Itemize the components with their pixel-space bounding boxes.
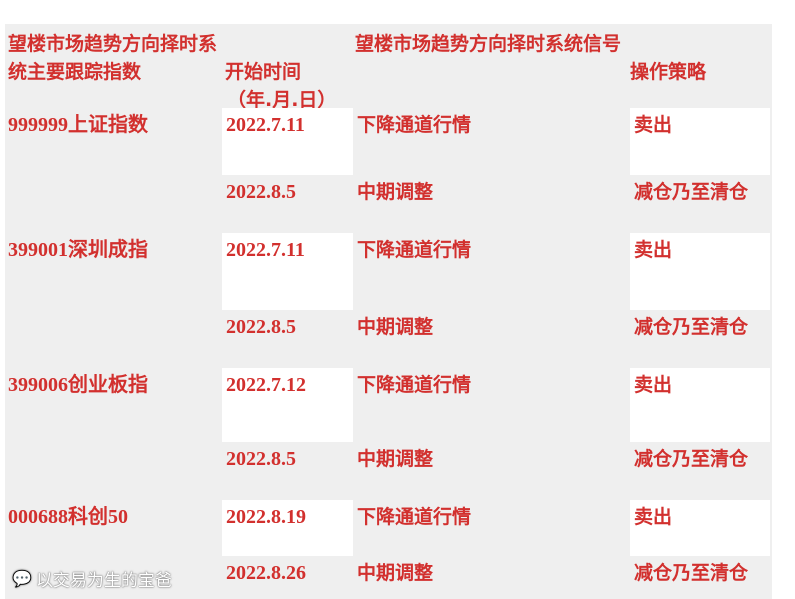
- date-cell: 2022.8.5: [226, 181, 296, 203]
- index-name: 399001深圳成指: [8, 239, 148, 261]
- date-cell: 2022.7.11: [222, 108, 353, 175]
- date-cell: 2022.7.11: [222, 233, 353, 310]
- header-signal: 望楼市场趋势方向择时系统信号: [355, 33, 622, 55]
- strategy-cell: 卖出: [630, 108, 770, 175]
- signal-cell: 中期调整: [357, 448, 434, 470]
- strategy-cell: 减仓乃至清仓: [634, 448, 749, 470]
- header-start-time-label: 开始时间: [225, 61, 302, 83]
- strategy-cell: 卖出: [630, 233, 770, 310]
- date-cell: 2022.8.19: [222, 500, 353, 556]
- header-start-time: 开始时间 （年.月.日）: [225, 54, 355, 114]
- date-cell: 2022.8.5: [226, 316, 296, 338]
- signal-cell: 中期调整: [357, 316, 434, 338]
- signal-cell: 下降通道行情: [357, 374, 472, 396]
- signal-cell: 下降通道行情: [357, 114, 472, 136]
- wechat-icon: 💬: [12, 569, 32, 588]
- date-cell: 2022.7.12: [222, 368, 353, 442]
- strategy-table: 望楼市场趋势方向择时系统主要跟踪指数 开始时间 （年.月.日） 望楼市场趋势方向…: [5, 24, 772, 599]
- index-name: 000688科创50: [8, 506, 128, 528]
- signal-cell: 中期调整: [357, 181, 434, 203]
- signal-cell: 中期调整: [357, 562, 434, 584]
- index-name: 399006创业板指: [8, 374, 148, 396]
- signal-cell: 下降通道行情: [357, 506, 472, 528]
- header-strategy: 操作策略: [630, 61, 707, 83]
- header-index: 望楼市场趋势方向择时系统主要跟踪指数: [8, 33, 218, 83]
- strategy-cell: 减仓乃至清仓: [634, 316, 749, 338]
- watermark-text: 以交易为生的宝爸: [35, 571, 172, 591]
- strategy-cell: 减仓乃至清仓: [634, 181, 749, 203]
- strategy-cell: 卖出: [630, 368, 770, 442]
- index-name: 999999上证指数: [8, 114, 148, 136]
- date-cell: 2022.8.5: [226, 448, 296, 470]
- watermark: 💬 以交易为生的宝爸: [12, 566, 172, 591]
- header-start-time-format: （年.月.日）: [227, 89, 337, 111]
- strategy-cell: 卖出: [630, 500, 770, 556]
- strategy-cell: 减仓乃至清仓: [634, 562, 749, 584]
- signal-cell: 下降通道行情: [357, 239, 472, 261]
- date-cell: 2022.8.26: [226, 562, 306, 584]
